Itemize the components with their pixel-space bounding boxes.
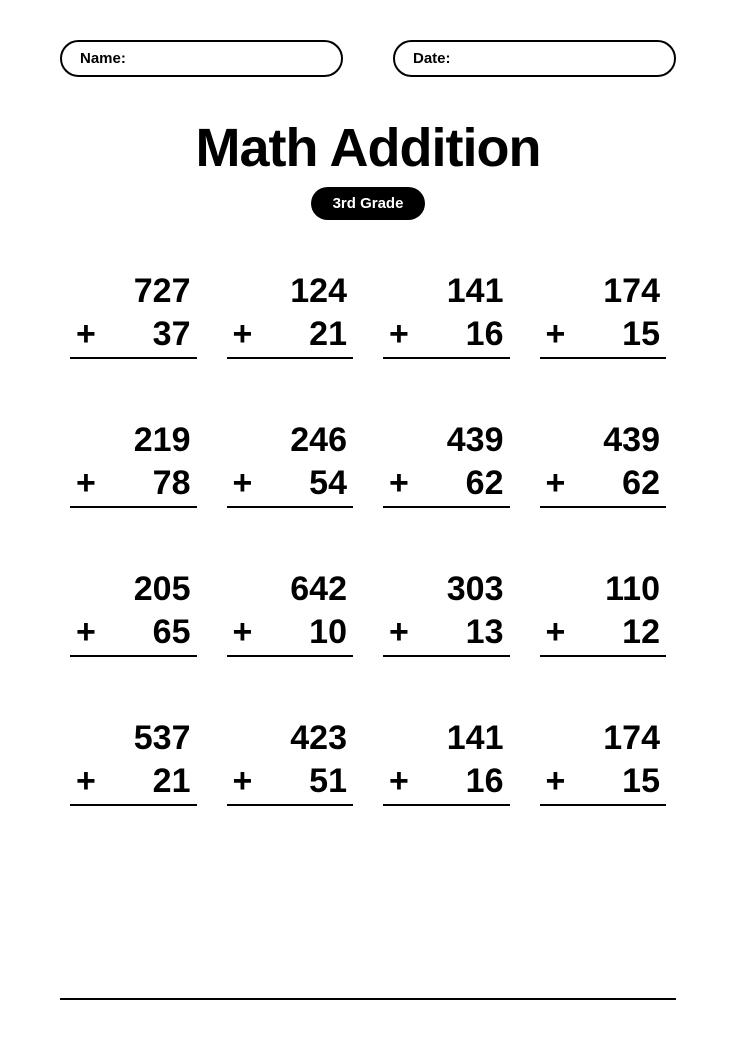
problem-top: 174 [540, 270, 667, 313]
problem-bottom: +78 [70, 462, 197, 509]
problem-addend: 15 [622, 760, 660, 803]
problem-bottom: +16 [383, 313, 510, 360]
header-fields: Name: Date: [60, 40, 676, 77]
problem-top: 124 [227, 270, 354, 313]
problem-top: 423 [227, 717, 354, 760]
plus-icon: + [389, 313, 409, 356]
problem-top: 727 [70, 270, 197, 313]
problem-addend: 13 [466, 611, 504, 654]
problem-bottom: +37 [70, 313, 197, 360]
problem-addend: 51 [309, 760, 347, 803]
plus-icon: + [233, 611, 253, 654]
plus-icon: + [76, 611, 96, 654]
problem-addend: 10 [309, 611, 347, 654]
problem-bottom: +51 [227, 760, 354, 807]
plus-icon: + [76, 760, 96, 803]
problem-3: 141+16 [383, 270, 510, 359]
problem-addend: 54 [309, 462, 347, 505]
problem-top: 439 [540, 419, 667, 462]
problem-addend: 12 [622, 611, 660, 654]
problem-addend: 78 [153, 462, 191, 505]
problem-bottom: +15 [540, 313, 667, 360]
problem-5: 219+78 [70, 419, 197, 508]
problem-bottom: +12 [540, 611, 667, 658]
problem-addend: 16 [466, 760, 504, 803]
problem-top: 141 [383, 717, 510, 760]
problem-bottom: +10 [227, 611, 354, 658]
plus-icon: + [546, 462, 566, 505]
plus-icon: + [546, 760, 566, 803]
problem-7: 439+62 [383, 419, 510, 508]
problem-bottom: +54 [227, 462, 354, 509]
problem-16: 174+15 [540, 717, 667, 806]
problem-9: 205+65 [70, 568, 197, 657]
problem-bottom: +21 [70, 760, 197, 807]
date-label: Date: [413, 50, 451, 67]
problem-bottom: +65 [70, 611, 197, 658]
plus-icon: + [389, 760, 409, 803]
problem-addend: 62 [466, 462, 504, 505]
name-field[interactable]: Name: [60, 40, 343, 77]
problem-bottom: +62 [383, 462, 510, 509]
problem-top: 439 [383, 419, 510, 462]
footer-rule [60, 998, 676, 1000]
plus-icon: + [233, 760, 253, 803]
problem-4: 174+15 [540, 270, 667, 359]
plus-icon: + [76, 313, 96, 356]
plus-icon: + [76, 462, 96, 505]
problem-bottom: +13 [383, 611, 510, 658]
grade-pill: 3rd Grade [311, 187, 426, 220]
problem-top: 141 [383, 270, 510, 313]
problem-addend: 15 [622, 313, 660, 356]
problem-10: 642+10 [227, 568, 354, 657]
problem-top: 642 [227, 568, 354, 611]
plus-icon: + [389, 462, 409, 505]
problem-8: 439+62 [540, 419, 667, 508]
problem-bottom: +15 [540, 760, 667, 807]
problem-6: 246+54 [227, 419, 354, 508]
problem-bottom: +62 [540, 462, 667, 509]
problem-11: 303+13 [383, 568, 510, 657]
problem-15: 141+16 [383, 717, 510, 806]
plus-icon: + [546, 313, 566, 356]
title-block: Math Addition 3rd Grade [60, 117, 676, 220]
problem-top: 246 [227, 419, 354, 462]
problem-bottom: +21 [227, 313, 354, 360]
problem-top: 174 [540, 717, 667, 760]
problem-top: 219 [70, 419, 197, 462]
plus-icon: + [233, 313, 253, 356]
problem-12: 110+12 [540, 568, 667, 657]
page-title: Math Addition [60, 117, 676, 179]
plus-icon: + [389, 611, 409, 654]
problem-addend: 65 [153, 611, 191, 654]
plus-icon: + [233, 462, 253, 505]
problem-addend: 21 [153, 760, 191, 803]
problems-grid: 727+37124+21141+16174+15219+78246+54439+… [60, 270, 676, 806]
problem-addend: 62 [622, 462, 660, 505]
problem-top: 537 [70, 717, 197, 760]
problem-13: 537+21 [70, 717, 197, 806]
name-label: Name: [80, 50, 126, 67]
problem-2: 124+21 [227, 270, 354, 359]
problem-addend: 37 [153, 313, 191, 356]
problem-addend: 16 [466, 313, 504, 356]
problem-bottom: +16 [383, 760, 510, 807]
problem-top: 205 [70, 568, 197, 611]
problem-addend: 21 [309, 313, 347, 356]
date-field[interactable]: Date: [393, 40, 676, 77]
plus-icon: + [546, 611, 566, 654]
problem-top: 110 [540, 568, 667, 611]
problem-top: 303 [383, 568, 510, 611]
problem-14: 423+51 [227, 717, 354, 806]
problem-1: 727+37 [70, 270, 197, 359]
